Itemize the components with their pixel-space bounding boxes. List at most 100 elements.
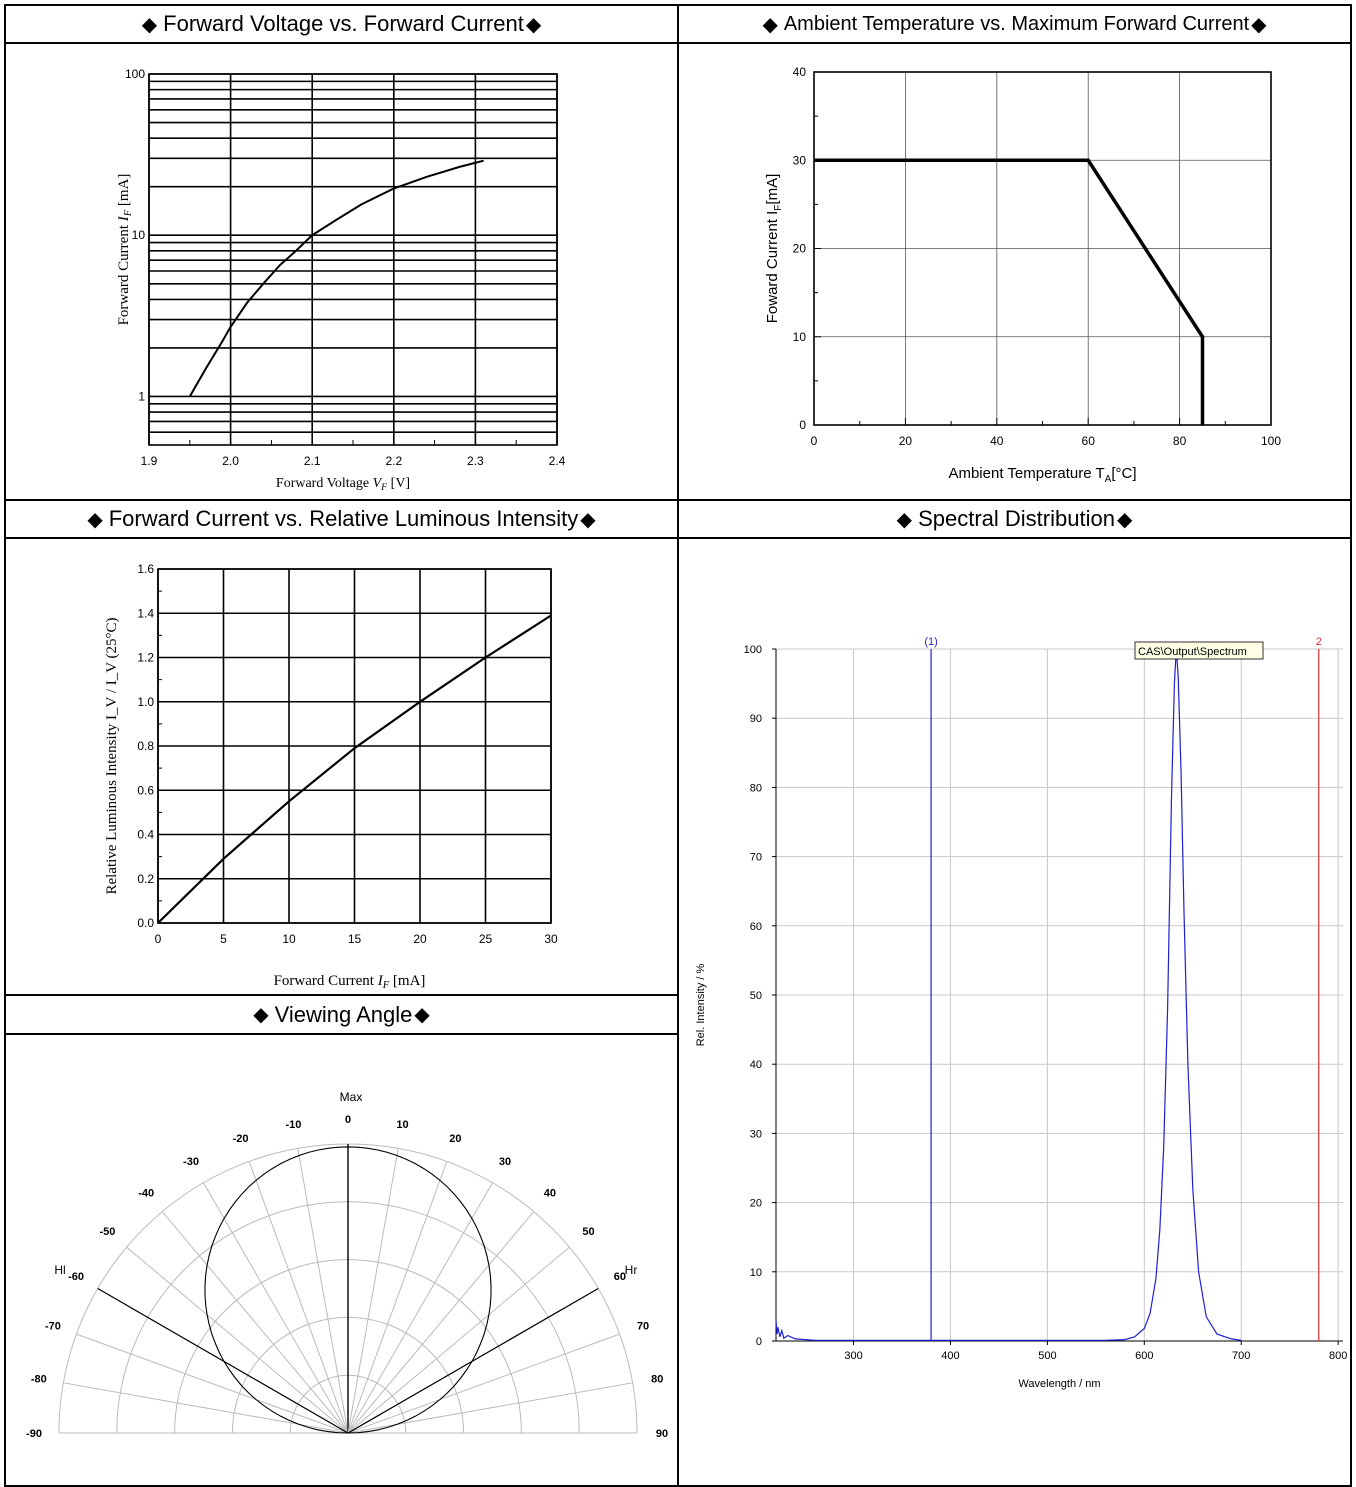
- polar-grid-radial: [347, 1211, 535, 1434]
- panel-header-viewing-angle: ◆ Viewing Angle ◆: [6, 996, 677, 1033]
- legend-box: [1134, 641, 1264, 660]
- polar-grid-radial: [203, 1182, 349, 1434]
- x-tick-label: 20: [413, 932, 427, 946]
- angle-label: 0: [345, 1114, 351, 1126]
- chart-forward-voltage-vs-current: 1.9 2.0 2.1 2.2 2.3 2.4 1 10 100 Forward Voltage …: [116, 67, 566, 493]
- y-tick-label: 1.6: [137, 562, 154, 576]
- angle-label: 10: [396, 1119, 408, 1131]
- angle-label: 40: [544, 1187, 556, 1199]
- polar-grid-radial: [347, 1161, 448, 1434]
- panel-header-if-iv: ◆ Forward Current vs. Relative Luminous …: [6, 501, 677, 537]
- y-tick-label: 40: [750, 1059, 762, 1071]
- y-axis-label: Foward Current IF[mA]: [764, 174, 784, 324]
- y-axis-label: Rel. Intensity / %: [695, 964, 707, 1047]
- x-axis-label: Forward Voltage VF [V]: [276, 476, 410, 493]
- y-tick-label: 0: [756, 1336, 762, 1348]
- plot-frame: [157, 568, 552, 924]
- y-tick-label: 90: [750, 713, 762, 725]
- plot-frame: [148, 73, 558, 446]
- legend-label: CAS\Output\Spectrum: [1138, 646, 1247, 658]
- y-tick-label: 20: [793, 242, 807, 256]
- y-tick-label: 0.8: [137, 739, 154, 753]
- y-tick-label: 0.2: [137, 872, 154, 886]
- x-tick-label: 400: [941, 1350, 959, 1362]
- y-tick-label: 70: [750, 852, 762, 864]
- row-divider: [4, 537, 1352, 539]
- y-tick-label: 40: [793, 65, 807, 79]
- y-tick-label: 0: [799, 418, 806, 432]
- polar-grid-radial: [161, 1211, 349, 1434]
- y-tick-label: 1.2: [137, 651, 154, 665]
- x-tick-label: 600: [1135, 1350, 1153, 1362]
- diamond-icon: ◆: [1116, 508, 1133, 531]
- data-series-line: [775, 648, 1242, 1341]
- x-tick-label: 60: [1082, 434, 1096, 448]
- polar-grid-radial: [297, 1148, 349, 1434]
- x-tick-label: 40: [990, 434, 1004, 448]
- angle-label: 30: [499, 1156, 511, 1168]
- diamond-icon: ◆: [1251, 13, 1267, 36]
- y-tick-label: 1.4: [137, 606, 154, 620]
- diamond-icon: ◆: [414, 1004, 430, 1026]
- angle-label: -30: [183, 1156, 199, 1168]
- x-tick-label: 0: [155, 932, 162, 946]
- angle-label: -60: [68, 1271, 84, 1283]
- angle-label: 70: [637, 1321, 649, 1333]
- x-tick-label: 80: [1173, 434, 1187, 448]
- y-tick-label: 10: [793, 330, 807, 344]
- diamond-icon: ◆: [762, 13, 778, 36]
- marker-label: (1): [924, 636, 937, 648]
- x-tick-label: 2.0: [222, 454, 239, 468]
- polar-grid-radial: [347, 1182, 493, 1434]
- angle-label: -10: [286, 1119, 302, 1131]
- y-tick-label: 0.4: [137, 828, 154, 842]
- x-tick-label: 20: [899, 434, 913, 448]
- polar-grid-radial: [76, 1333, 349, 1434]
- y-tick-label: 30: [793, 153, 807, 167]
- y-tick-label: 30: [750, 1128, 762, 1140]
- y-tick-label: 1: [138, 389, 145, 403]
- x-tick-label: 700: [1232, 1350, 1250, 1362]
- angle-label: 50: [582, 1226, 594, 1238]
- angle-label: -40: [138, 1187, 154, 1199]
- y-tick-label: 60: [750, 921, 762, 933]
- x-tick-label: 2.3: [467, 454, 484, 468]
- angle-label: -20: [233, 1133, 249, 1145]
- angle-label: -80: [31, 1373, 47, 1385]
- half-angle-line: [347, 1287, 599, 1434]
- panel-header-ta-if: ◆ Ambient Temperature vs. Maximum Forwar…: [679, 6, 1350, 42]
- panel-header-vf-if: ◆ Forward Voltage vs. Forward Current ◆: [6, 6, 677, 42]
- chart-viewing-angle: -90 -80 -70 -60 -50 -40 -30 -20 -10 0 10 20 30 40 50 60…: [26, 1090, 668, 1440]
- x-axis-label: Wavelength / nm: [1018, 1378, 1100, 1390]
- diamond-icon: ◆: [141, 13, 158, 36]
- x-tick-label: 0: [811, 434, 818, 448]
- diamond-icon: ◆: [253, 1004, 269, 1026]
- y-axis-label: Forward Current IF [mA]: [116, 174, 134, 326]
- max-label: Max: [340, 1090, 363, 1104]
- row-divider: [4, 42, 1352, 44]
- polar-grid-radial: [347, 1333, 620, 1434]
- panel-title: Forward Current vs. Relative Luminous In…: [108, 506, 579, 531]
- x-tick-label: 300: [844, 1350, 862, 1362]
- y-tick-label: 1.0: [137, 695, 154, 709]
- polar-grid-radial: [248, 1161, 349, 1434]
- angle-label: 80: [651, 1373, 663, 1385]
- row-divider: [4, 994, 679, 996]
- panel-title: Ambient Temperature vs. Maximum Forward …: [783, 12, 1250, 35]
- angle-label: -50: [100, 1226, 116, 1238]
- angle-label: 90: [656, 1428, 668, 1440]
- x-tick-label: 1.9: [141, 454, 158, 468]
- row-divider: [4, 1033, 679, 1035]
- x-tick-label: 2.2: [385, 454, 402, 468]
- left-side-label: Hl: [54, 1263, 65, 1277]
- data-series-line: [157, 614, 552, 924]
- plot-frame: [813, 71, 1272, 426]
- right-side-label: Hr: [625, 1263, 638, 1277]
- y-tick-label: 20: [750, 1198, 762, 1210]
- polar-grid-radial: [347, 1246, 570, 1434]
- diamond-icon: ◆: [87, 508, 103, 531]
- chart-spectral-distribution: 300 400 500 600 700 800 0 10 20 30 40 50 60 70 80 90 100…: [695, 636, 1347, 1390]
- diamond-icon: ◆: [896, 508, 913, 531]
- column-divider: [677, 4, 679, 1485]
- panel-title: Viewing Angle: [274, 1001, 413, 1027]
